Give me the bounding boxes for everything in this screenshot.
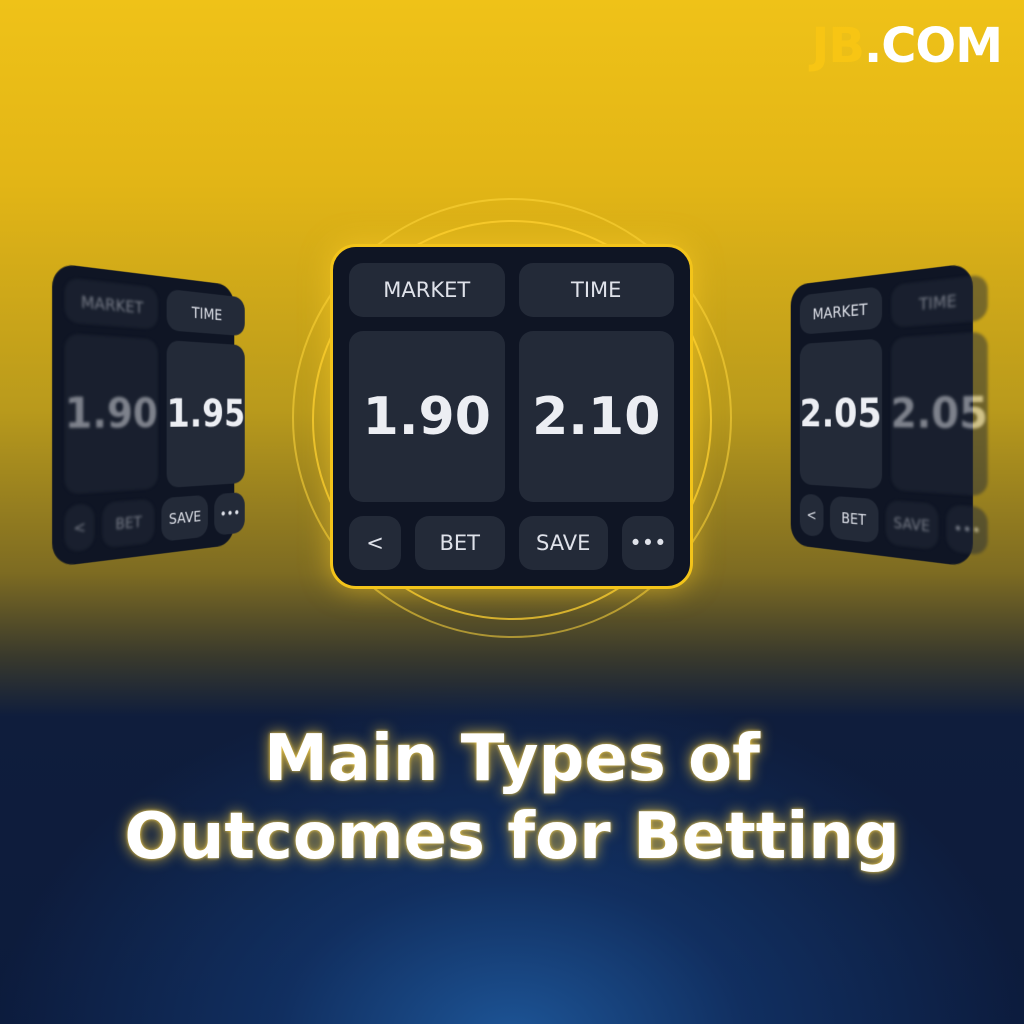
betting-card-right: MARKET TIME 2.05 2.05 < BET SAVE •••	[791, 263, 973, 567]
odds-tile[interactable]: 1.95	[166, 340, 245, 488]
save-button[interactable]: SAVE	[161, 495, 208, 542]
headline-line-1: Main Types of	[0, 722, 1024, 796]
bet-button[interactable]: BET	[415, 516, 505, 570]
betting-card-left: MARKET TIME 1.90 1.95 < BET SAVE •••	[52, 263, 234, 567]
logo-com: .COM	[864, 18, 1002, 74]
save-button[interactable]: SAVE	[885, 500, 938, 550]
logo-jb: JB	[812, 18, 864, 74]
back-chevron-icon[interactable]: <	[800, 493, 824, 537]
jb-logo: JB.COM	[812, 18, 1002, 74]
market-button[interactable]: MARKET	[800, 286, 882, 335]
odds-tile[interactable]: 2.05	[800, 339, 882, 490]
odds-tile[interactable]: 1.90	[65, 333, 158, 494]
more-icon[interactable]: •••	[947, 504, 988, 556]
time-button[interactable]: TIME	[166, 289, 245, 336]
odds-tile[interactable]: 2.10	[519, 331, 675, 502]
headline-line-2: Outcomes for Betting	[0, 800, 1024, 874]
bet-button[interactable]: BET	[102, 499, 154, 549]
odds-tile[interactable]: 2.05	[891, 331, 988, 496]
back-chevron-icon[interactable]: <	[349, 516, 401, 570]
more-icon[interactable]: •••	[622, 516, 674, 570]
market-button[interactable]: MARKET	[349, 263, 505, 317]
odds-tile[interactable]: 1.90	[349, 331, 505, 502]
save-button[interactable]: SAVE	[519, 516, 609, 570]
bet-button[interactable]: BET	[830, 496, 878, 544]
time-button[interactable]: TIME	[891, 274, 988, 328]
time-button[interactable]: TIME	[519, 263, 675, 317]
back-chevron-icon[interactable]: <	[65, 503, 95, 553]
market-button[interactable]: MARKET	[65, 277, 158, 329]
betting-card-center: MARKET TIME 1.90 2.10 < BET SAVE •••	[330, 244, 693, 589]
more-icon[interactable]: •••	[215, 492, 246, 536]
